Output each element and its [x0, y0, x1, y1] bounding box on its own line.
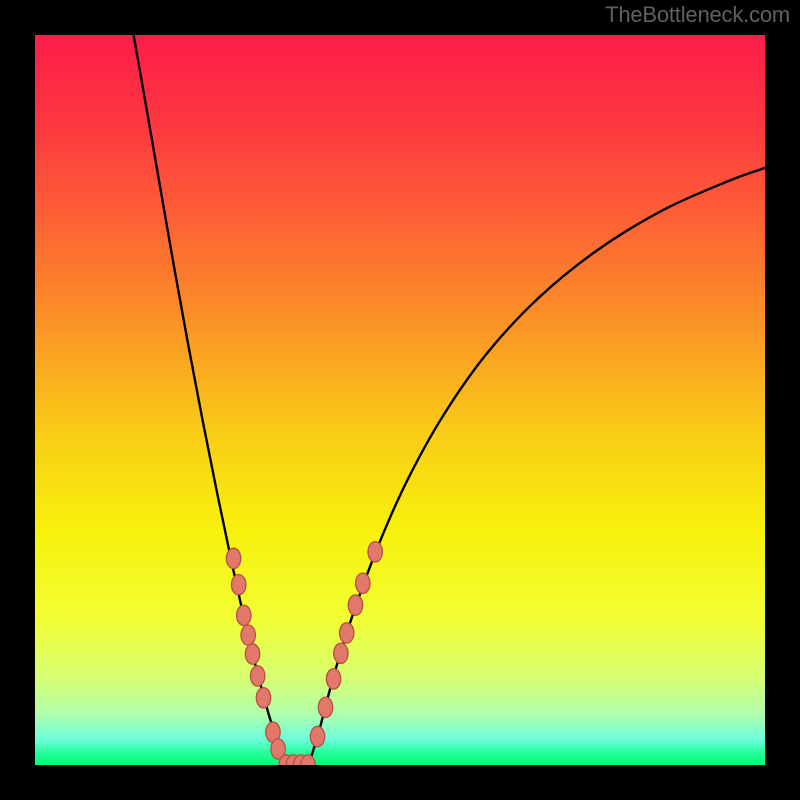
data-point-right — [368, 542, 382, 562]
data-point-left — [245, 644, 259, 664]
data-point-left — [231, 574, 245, 594]
data-point-right — [318, 697, 332, 717]
chart-stage: TheBottleneck.com — [0, 0, 800, 800]
attribution-label: TheBottleneck.com — [605, 2, 790, 28]
data-point-left — [241, 625, 255, 645]
bottleneck-curve-chart — [0, 0, 800, 800]
data-point-left — [237, 605, 251, 625]
data-point-right — [356, 573, 370, 593]
data-point-left — [250, 666, 264, 686]
data-point-right — [348, 595, 362, 615]
data-point-left — [226, 548, 240, 568]
data-point-right — [334, 643, 348, 663]
data-point-left — [256, 688, 270, 708]
plot-background — [35, 35, 765, 765]
data-point-right — [310, 726, 324, 746]
data-point-right — [340, 623, 354, 643]
data-point-right — [326, 669, 340, 689]
